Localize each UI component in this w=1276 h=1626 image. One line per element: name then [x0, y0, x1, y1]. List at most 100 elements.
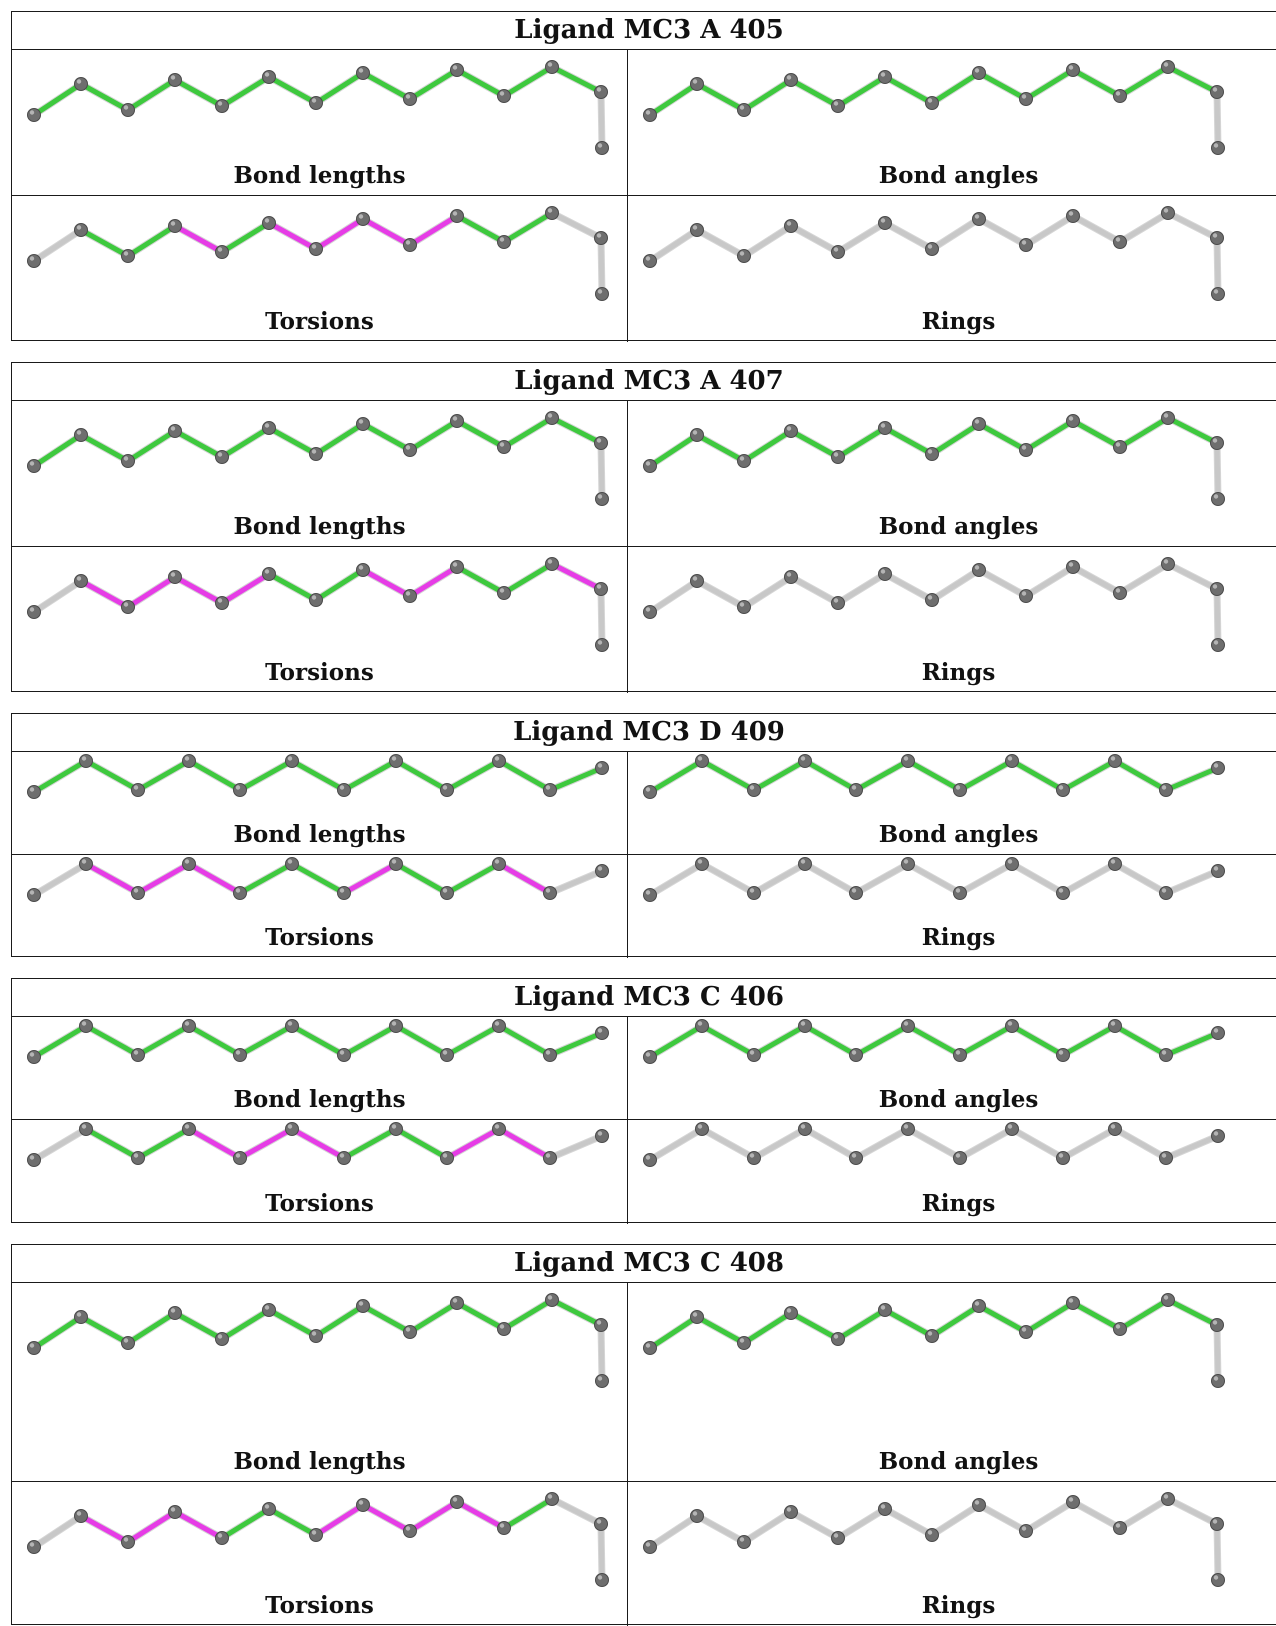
atom-highlight: [1161, 1050, 1167, 1055]
bond: [393, 758, 450, 793]
atom-highlight: [81, 1021, 87, 1026]
atom-highlight: [1212, 584, 1218, 589]
molecule-render: [643, 1019, 1225, 1064]
atom-highlight: [1212, 1519, 1218, 1524]
atom-highlight: [1163, 413, 1169, 418]
atom-highlight: [264, 569, 270, 574]
bond: [1163, 1133, 1221, 1161]
bond: [802, 758, 859, 793]
bond: [186, 758, 243, 793]
atom-highlight: [645, 256, 651, 261]
atom-highlight: [133, 888, 139, 893]
bond: [1117, 210, 1171, 245]
atom-highlight: [645, 607, 651, 612]
view-torsions: Torsions: [12, 1120, 627, 1223]
atom: [1066, 63, 1080, 77]
atom-highlight: [1213, 1575, 1219, 1580]
atom: [1211, 864, 1225, 878]
atom-highlight: [405, 240, 411, 245]
bond: [929, 70, 982, 106]
atom: [594, 85, 608, 99]
atom: [182, 754, 196, 768]
atom: [262, 70, 276, 84]
atom: [784, 424, 798, 438]
bond: [78, 81, 131, 113]
bond: [266, 220, 319, 252]
atom: [131, 1048, 145, 1062]
atom-highlight: [235, 888, 241, 893]
atom: [690, 428, 704, 442]
atom: [285, 1019, 299, 1033]
atom: [1161, 557, 1175, 571]
atom: [690, 574, 704, 588]
atom-highlight: [1115, 237, 1121, 242]
atom: [450, 209, 464, 223]
bond: [78, 578, 131, 610]
bond: [549, 210, 604, 241]
atom: [849, 1048, 863, 1062]
bond: [454, 67, 507, 99]
molecule-render: [643, 411, 1225, 506]
bond: [393, 1126, 450, 1161]
atom-highlight: [494, 756, 500, 761]
atom-highlight: [903, 1124, 909, 1129]
atom: [1005, 1019, 1019, 1033]
atom-highlight: [645, 1052, 651, 1057]
atom-highlight: [955, 785, 961, 790]
column-divider: [627, 1283, 628, 1626]
bond: [905, 758, 963, 793]
molecule-render: [27, 1019, 609, 1064]
bond: [1009, 758, 1066, 793]
bond: [444, 758, 502, 793]
row-divider: [12, 195, 1276, 196]
bond: [751, 758, 808, 793]
bond: [802, 861, 859, 896]
row-divider: [12, 1481, 1276, 1482]
atom-highlight: [880, 423, 886, 428]
atom: [1211, 1026, 1225, 1040]
atom: [594, 1517, 608, 1531]
atom-highlight: [264, 72, 270, 77]
bond: [31, 81, 84, 118]
atom: [1113, 1322, 1127, 1336]
atom-highlight: [1068, 562, 1074, 567]
bond: [496, 758, 553, 793]
atom: [737, 600, 751, 614]
atom-highlight: [927, 1530, 933, 1535]
atom-highlight: [1212, 438, 1218, 443]
atom-highlight: [749, 1050, 755, 1055]
atom-highlight: [749, 1153, 755, 1158]
atom: [440, 886, 454, 900]
bond: [549, 415, 604, 446]
atom: [74, 77, 88, 91]
atom-highlight: [287, 1021, 293, 1026]
atom: [74, 1509, 88, 1523]
atom: [953, 1048, 967, 1062]
bond: [1214, 89, 1221, 151]
bond: [266, 1506, 319, 1538]
bond: [454, 564, 507, 596]
atom: [215, 99, 229, 113]
atom-highlight: [1161, 1153, 1167, 1158]
atom: [695, 754, 709, 768]
atom: [215, 1531, 229, 1545]
atom-highlight: [545, 1153, 551, 1158]
atom-highlight: [170, 572, 176, 577]
bond: [905, 1126, 963, 1161]
atom-highlight: [1213, 866, 1219, 871]
bond: [598, 586, 605, 648]
bond: [1214, 235, 1221, 297]
atom-highlight: [974, 214, 980, 219]
bond: [853, 758, 911, 793]
atom-highlight: [184, 1021, 190, 1026]
atom: [1108, 1019, 1122, 1033]
atom: [403, 238, 417, 252]
bond: [694, 1513, 747, 1545]
bond: [549, 64, 604, 95]
atom: [182, 1019, 196, 1033]
bond: [313, 567, 366, 603]
atom-highlight: [76, 225, 82, 230]
atom: [690, 77, 704, 91]
bond: [172, 574, 225, 606]
atom: [450, 560, 464, 574]
